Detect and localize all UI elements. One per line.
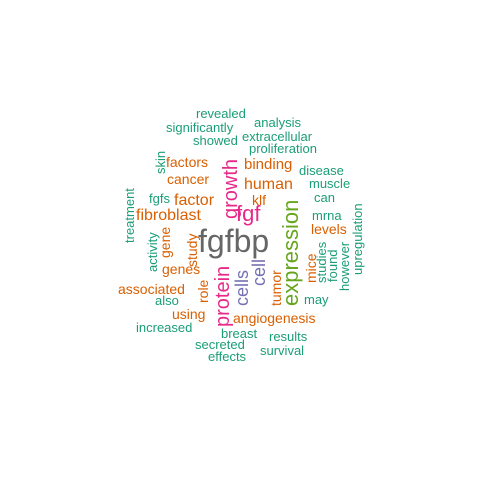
word-human: human [244,176,293,193]
word-also: also [155,293,179,308]
word-binding: binding [244,156,292,173]
word-cancer: cancer [167,171,209,187]
word-mice: mice [303,253,319,283]
word-significantly: significantly [166,120,234,135]
word-analysis: analysis [254,115,301,130]
word-revealed: revealed [196,106,246,121]
word-tumor: tumor [268,270,284,306]
word-may: may [304,292,329,307]
word-associated: associated [118,281,185,297]
word-mrna: mrna [312,208,342,223]
word-proliferation: proliferation [249,141,317,156]
word-genes: genes [162,261,200,277]
word-fgfbp: fgfbp [198,223,269,259]
word-using: using [172,306,205,322]
word-growth: growth [220,159,242,219]
word-protein: protein [212,266,234,327]
word-effects: effects [208,349,247,364]
word-however: however [337,241,352,291]
word-fibroblast: fibroblast [136,207,201,224]
word-cell: cell [249,259,269,286]
word-results: results [269,329,308,344]
word-factor: factor [174,192,215,209]
word-role: role [195,279,211,303]
word-treatment: treatment [122,188,137,243]
word-factors: factors [166,154,208,170]
word-disease: disease [299,163,344,178]
word-upregulation: upregulation [350,203,365,275]
word-gene: gene [157,227,173,258]
word-study: study [184,234,200,267]
word-showed: showed [193,133,238,148]
word-activity: activity [145,232,160,272]
word-levels: levels [311,221,347,237]
word-fgfs: fgfs [149,191,170,206]
word-fgf: fgf [236,201,261,226]
word-found: found [325,249,340,282]
word-breast: breast [221,326,258,341]
word-secreted: secreted [195,337,245,352]
word-extracellular: extracellular [242,129,313,144]
word-survival: survival [260,343,304,358]
word-cells: cells [232,270,252,306]
word-increased: increased [136,320,192,335]
word-muscle: muscle [309,176,350,191]
word-angiogenesis: angiogenesis [233,310,316,326]
word-klf: klf [252,192,266,208]
word-can: can [314,190,335,205]
word-expression: expression [278,200,303,306]
word-studies: studies [314,241,329,283]
word-skin: skin [153,151,168,174]
